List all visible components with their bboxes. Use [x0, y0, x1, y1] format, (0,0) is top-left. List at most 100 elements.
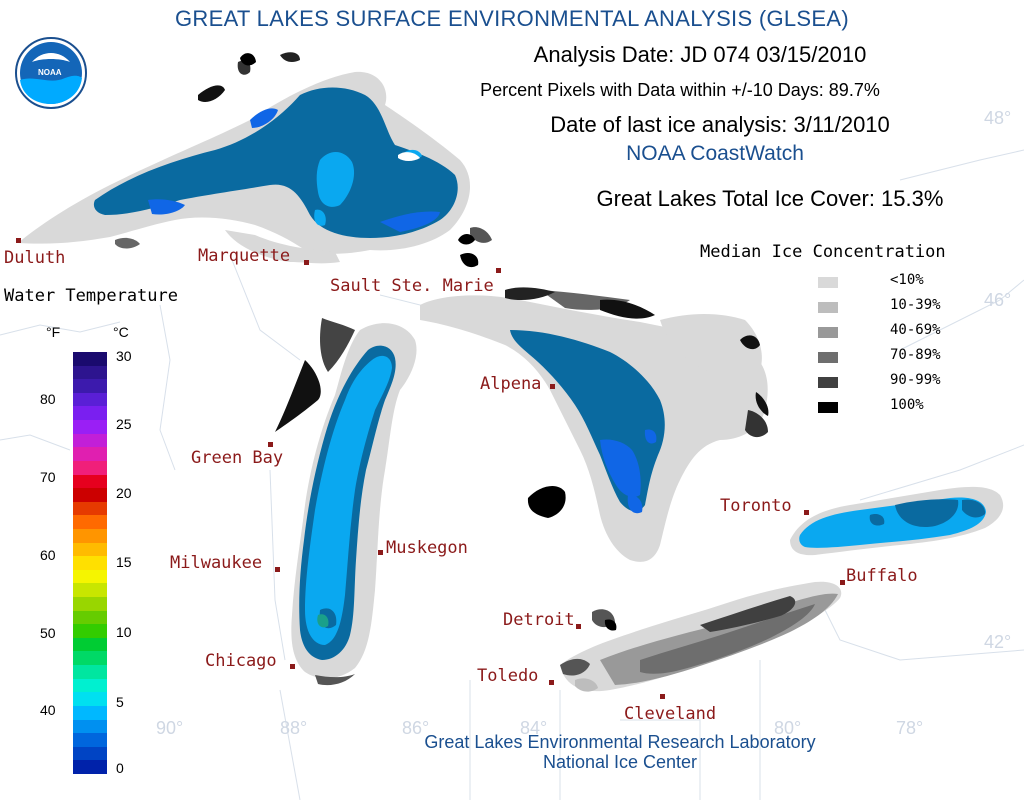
temp-color-step — [73, 719, 107, 734]
c-tick-label: 10 — [116, 624, 132, 640]
temp-color-step — [73, 501, 107, 516]
chicago-marker — [290, 664, 295, 669]
ice-legend-swatch — [818, 377, 838, 388]
ice-legend-label: 90-99% — [890, 372, 941, 388]
state-boundaries — [0, 149, 1024, 800]
f-tick-label: 60 — [40, 547, 56, 563]
temp-color-step — [73, 665, 107, 680]
city-chicago: Chicago — [205, 651, 277, 671]
duluth-marker — [16, 238, 21, 243]
temp-color-step — [73, 705, 107, 721]
toronto-marker — [804, 510, 809, 515]
city-green-bay: Green Bay — [191, 448, 284, 468]
lon-90-label: 90° — [156, 718, 184, 738]
ice-legend-swatch — [818, 402, 838, 413]
lake-huron — [420, 234, 768, 562]
noaa-logo — [15, 37, 87, 109]
green-bay-marker — [268, 442, 273, 447]
f-tick-label: 70 — [40, 469, 56, 485]
city-milwaukee: Milwaukee — [170, 553, 263, 573]
temp-color-step — [73, 692, 107, 707]
f-tick-label: 50 — [40, 625, 56, 641]
temp-color-step — [73, 352, 107, 367]
temp-color-bar — [73, 352, 107, 775]
alpena-marker — [550, 384, 555, 389]
city-detroit: Detroit — [503, 610, 575, 630]
temp-color-step — [73, 433, 107, 448]
noaa-logo-text: NOAA — [38, 68, 62, 77]
temp-color-step — [73, 637, 107, 652]
detroit-marker — [576, 624, 581, 629]
ice-legend-label: 70-89% — [890, 347, 941, 363]
city-sault-ste-marie: Sault Ste. Marie — [330, 276, 494, 296]
c-tick-label: 25 — [116, 416, 132, 432]
ice-legend-label: 10-39% — [890, 297, 941, 313]
temp-color-step — [73, 528, 107, 544]
temp-color-step — [73, 447, 107, 462]
last-ice-date: Date of last ice analysis: 3/11/2010 — [550, 112, 890, 137]
ice-legend-title: Median Ice Concentration — [700, 242, 946, 262]
city-marquette: Marquette — [198, 246, 291, 266]
marquette-marker — [304, 260, 309, 265]
temp-color-step — [73, 678, 107, 693]
lake-superior — [18, 60, 492, 264]
city-toronto: Toronto — [720, 496, 792, 516]
unit-c: °C — [113, 324, 129, 340]
f-tick-label: 80 — [40, 391, 56, 407]
temp-color-step — [73, 556, 107, 571]
percent-pixels: Percent Pixels with Data within +/-10 Da… — [480, 80, 880, 100]
footer-glerl: Great Lakes Environmental Research Labor… — [424, 732, 816, 752]
coastwatch-label: NOAA CoastWatch — [626, 142, 804, 165]
map-title: GREAT LAKES SURFACE ENVIRONMENTAL ANALYS… — [175, 6, 849, 31]
lon-84-label: 84° — [520, 718, 548, 738]
ice-legend-label: 100% — [890, 397, 924, 413]
temp-color-step — [73, 406, 107, 421]
lake-ontario — [790, 486, 1004, 556]
temp-color-step — [73, 569, 107, 584]
temp-color-step — [73, 651, 107, 666]
temp-color-step — [73, 733, 107, 748]
c-tick-label: 30 — [116, 348, 132, 364]
lake-st-clair — [592, 609, 617, 631]
saginaw-bay — [527, 486, 566, 518]
lat-42-label: 42° — [984, 632, 1012, 652]
city-buffalo: Buffalo — [846, 566, 918, 586]
footer-nic: National Ice Center — [542, 752, 698, 772]
cleveland-marker — [660, 694, 665, 699]
city-cleveland: Cleveland — [624, 704, 717, 724]
ice-legend-swatch — [818, 352, 838, 363]
temp-color-step — [73, 488, 107, 503]
buffalo-marker — [840, 580, 845, 585]
temp-color-step — [73, 365, 107, 380]
c-tick-label: 15 — [116, 554, 132, 570]
ice-legend-swatch — [818, 277, 838, 288]
lon-80-label: 80° — [774, 718, 802, 738]
city-toledo: Toledo — [477, 666, 539, 686]
muskegon-marker — [378, 550, 383, 555]
temp-color-step — [73, 379, 107, 394]
lon-88-label: 88° — [280, 718, 308, 738]
temp-color-step — [73, 515, 107, 530]
temp-color-step — [73, 610, 107, 625]
temp-color-step — [73, 760, 107, 775]
c-tick-label: 20 — [116, 485, 132, 501]
ice-legend-swatch — [818, 327, 838, 338]
temp-color-step — [73, 624, 107, 639]
temp-color-step — [73, 392, 107, 407]
lon-78-label: 78° — [896, 718, 924, 738]
city-alpena: Alpena — [480, 374, 542, 394]
ice-legend-label: 40-69% — [890, 322, 941, 338]
temp-color-step — [73, 583, 107, 598]
lon-86-label: 86° — [402, 718, 430, 738]
city-muskegon: Muskegon — [386, 538, 468, 558]
milwaukee-marker — [275, 567, 280, 572]
c-tick-label: 5 — [116, 694, 124, 710]
georgian-bay — [660, 314, 769, 416]
lake-michigan — [275, 318, 417, 686]
temp-color-step — [73, 420, 107, 435]
sault-marker — [496, 268, 501, 273]
f-tick-label: 40 — [40, 702, 56, 718]
temp-color-step — [73, 460, 107, 475]
